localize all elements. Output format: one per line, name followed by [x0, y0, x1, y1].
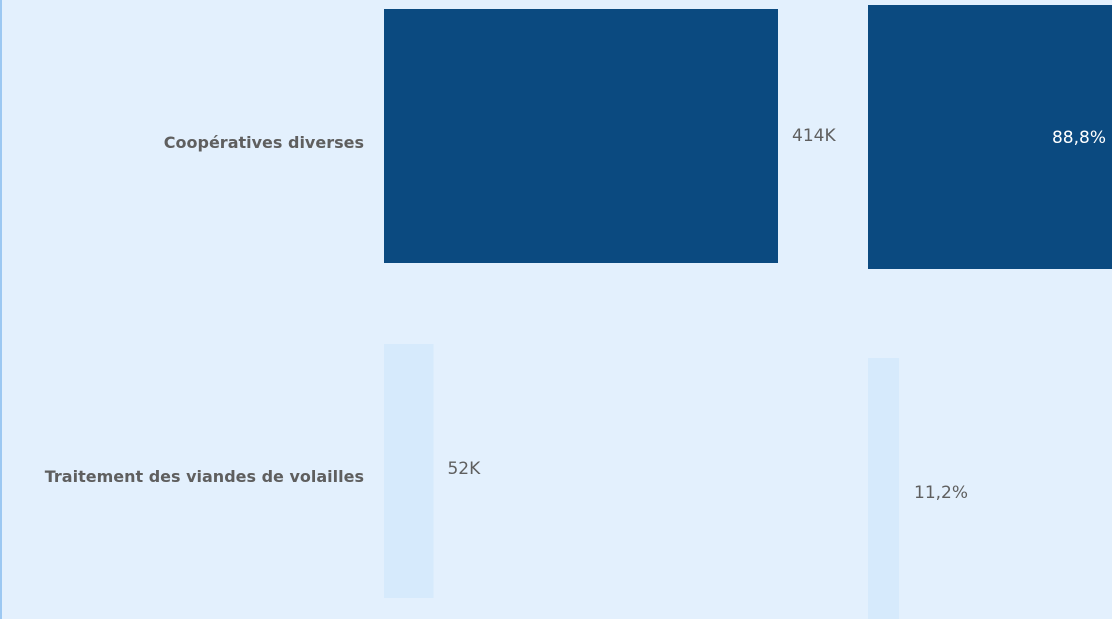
bar-value-0[interactable] [384, 9, 778, 263]
data-label-percent-1: 11,2% [914, 483, 968, 503]
data-label-percent-0: 88,8% [1052, 128, 1106, 148]
bar-percent-0[interactable] [868, 5, 1112, 269]
bar-value-1[interactable] [384, 344, 434, 598]
bar-percent-1[interactable] [868, 358, 900, 619]
category-label-cooperatives-diverses: Coopératives diverses [163, 133, 364, 152]
data-label-value-0: 414K [792, 126, 836, 146]
category-label-traitement-viandes-volailles: Traitement des viandes de volailles [44, 467, 364, 486]
data-label-value-1: 52K [447, 459, 481, 479]
